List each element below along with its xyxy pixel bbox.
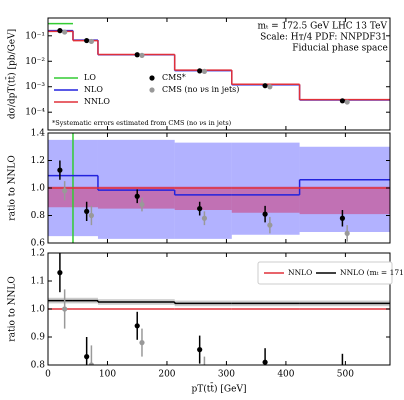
legend-label: NLO	[84, 85, 103, 94]
frame	[47, 17, 391, 131]
y-tick-label: 1.1	[31, 277, 45, 287]
data-point	[197, 68, 203, 74]
data-point	[344, 230, 350, 236]
y-tick-label: 0.8	[31, 211, 46, 221]
data-point	[197, 206, 203, 212]
data-point	[62, 188, 68, 194]
data-point	[139, 340, 145, 346]
data-point	[84, 37, 90, 44]
note: *Systematic errors estimated from CMS (n…	[52, 119, 232, 127]
y-tick-label: 10⁻³	[25, 82, 45, 92]
legend-label: CMS (no νs in jets)	[162, 85, 239, 94]
data-point	[62, 306, 68, 312]
plot-area	[48, 133, 390, 243]
data-point	[88, 38, 95, 45]
legend-swatch	[149, 75, 155, 81]
data-point	[62, 29, 68, 35]
y-tick-label: 0.9	[31, 333, 46, 343]
band	[72, 186, 98, 208]
plot-area	[48, 22, 390, 105]
data-point	[201, 68, 208, 75]
x-tick-label: 500	[337, 370, 354, 380]
y-tick-label: 1.4	[31, 129, 46, 139]
data-point	[344, 99, 350, 105]
data-point	[57, 167, 63, 173]
annotation: Fiducial phase space	[292, 44, 388, 54]
x-tick-label: 400	[277, 370, 294, 380]
data-point	[57, 270, 63, 276]
band	[174, 186, 232, 210]
data-point	[139, 52, 145, 58]
legend-label: LO	[84, 73, 96, 82]
band	[299, 186, 390, 215]
data-point	[139, 201, 145, 208]
y-axis-label: ratio to NNLO	[8, 276, 18, 341]
y-tick-label: 10⁻⁴	[25, 108, 45, 118]
x-axis-label: pT(tt̄) [GeV]	[192, 383, 247, 395]
data-point	[339, 215, 346, 221]
y-tick-label: 0.8	[31, 361, 46, 371]
y-tick-label: 10⁻²	[25, 57, 45, 67]
data-point	[134, 193, 140, 199]
data-point	[197, 347, 203, 353]
annotation: mₜ = 172.5 GeV LHC 13 TeV	[257, 22, 387, 32]
legend-label: CMS*	[162, 73, 186, 82]
x-tick-label: 0	[45, 370, 51, 380]
data-point	[262, 359, 268, 365]
data-point	[134, 323, 140, 329]
x-tick-label: 100	[99, 370, 116, 380]
x-tick-label: 200	[158, 370, 175, 380]
data-point	[88, 212, 95, 219]
y-tick-label: 1.0	[31, 305, 46, 315]
y-axis-label: dσ/dpT(tt̄) [pb/GeV]	[6, 29, 18, 119]
plot-area	[48, 253, 390, 387]
x-tick-label: 300	[218, 370, 235, 380]
data-point	[84, 208, 90, 214]
data-point	[57, 28, 63, 34]
y-tick-label: 0.6	[31, 239, 46, 249]
data-point	[262, 211, 268, 217]
legend-label: NNLO	[288, 268, 312, 277]
annotation: Scale: Hᴛ/4 PDF: NNPDF31	[260, 33, 387, 43]
y-tick-label: 10⁻¹	[25, 31, 45, 41]
data-point	[202, 368, 207, 373]
data-point	[267, 382, 272, 387]
y-axis-label: ratio to NNLO	[8, 155, 18, 220]
data-point	[201, 215, 208, 221]
band	[48, 186, 73, 208]
data-point	[339, 98, 346, 104]
data-point	[267, 222, 273, 228]
y-tick-label: 1.0	[31, 184, 46, 194]
legend-label: NNLO (mₜ = 171.5 GeV)	[340, 268, 404, 277]
data-point	[88, 362, 95, 365]
legend-label: NNLO	[84, 97, 110, 106]
data-point	[262, 83, 268, 89]
data-point	[134, 52, 140, 58]
data-point	[84, 354, 90, 360]
data-point	[267, 84, 273, 90]
y-tick-label: 1.2	[31, 249, 45, 259]
y-tick-label: 1.2	[31, 156, 45, 166]
legend-swatch	[149, 87, 155, 93]
